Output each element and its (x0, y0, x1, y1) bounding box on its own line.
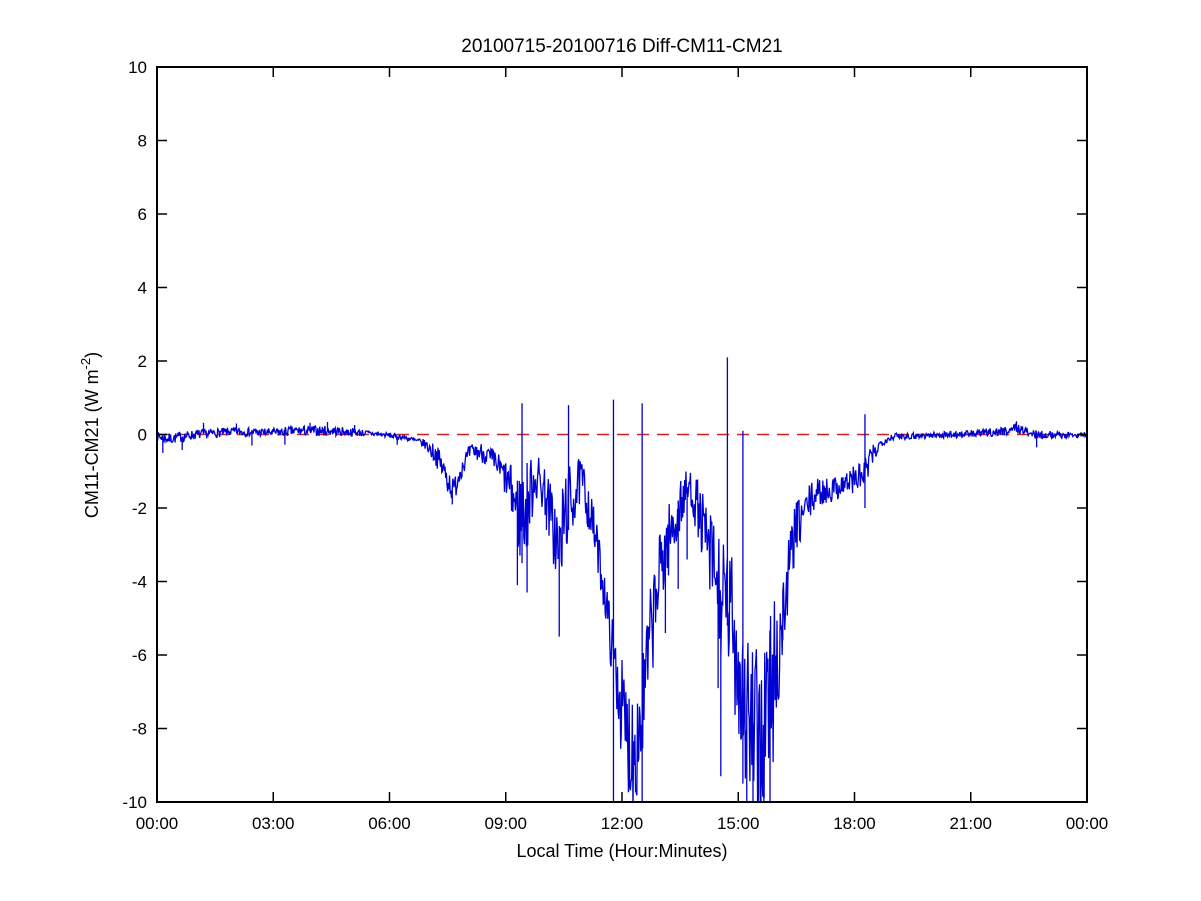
x-tick-label: 09:00 (484, 814, 527, 833)
chart-title: 20100715-20100716 Diff-CM11-CM21 (461, 36, 782, 57)
y-tick-label: 0 (138, 426, 147, 445)
x-tick-label: 00:00 (136, 814, 179, 833)
y-tick-label: -10 (122, 793, 147, 812)
chart-layers: 00:00 03:00 06:00 09:00 12:00 15:00 18:00 21:00… (122, 58, 1108, 833)
x-tick-label: 00:00 (1066, 814, 1109, 833)
y-axis-label: CM11-CM21 (W m-2) (78, 352, 102, 518)
y-tick-label: 10 (128, 58, 147, 77)
x-tick-label: 18:00 (833, 814, 876, 833)
x-tick-label: 06:00 (368, 814, 411, 833)
y-tick-label: 2 (138, 352, 147, 371)
y-tick-label: 4 (138, 279, 147, 298)
y-tick-label: -6 (132, 646, 147, 665)
y-tick-label: -4 (132, 573, 147, 592)
x-tick-label: 15:00 (717, 814, 760, 833)
y-tick-label: -8 (132, 720, 147, 739)
y-tick-label: 6 (138, 205, 147, 224)
x-axis-label: Local Time (Hour:Minutes) (516, 841, 727, 861)
x-tick-label: 21:00 (949, 814, 992, 833)
y-tick-label: 8 (138, 132, 147, 151)
y-tick-label: -2 (132, 499, 147, 518)
x-tick-label: 12:00 (601, 814, 644, 833)
x-tick-label: 03:00 (252, 814, 295, 833)
data-line (157, 357, 1088, 803)
